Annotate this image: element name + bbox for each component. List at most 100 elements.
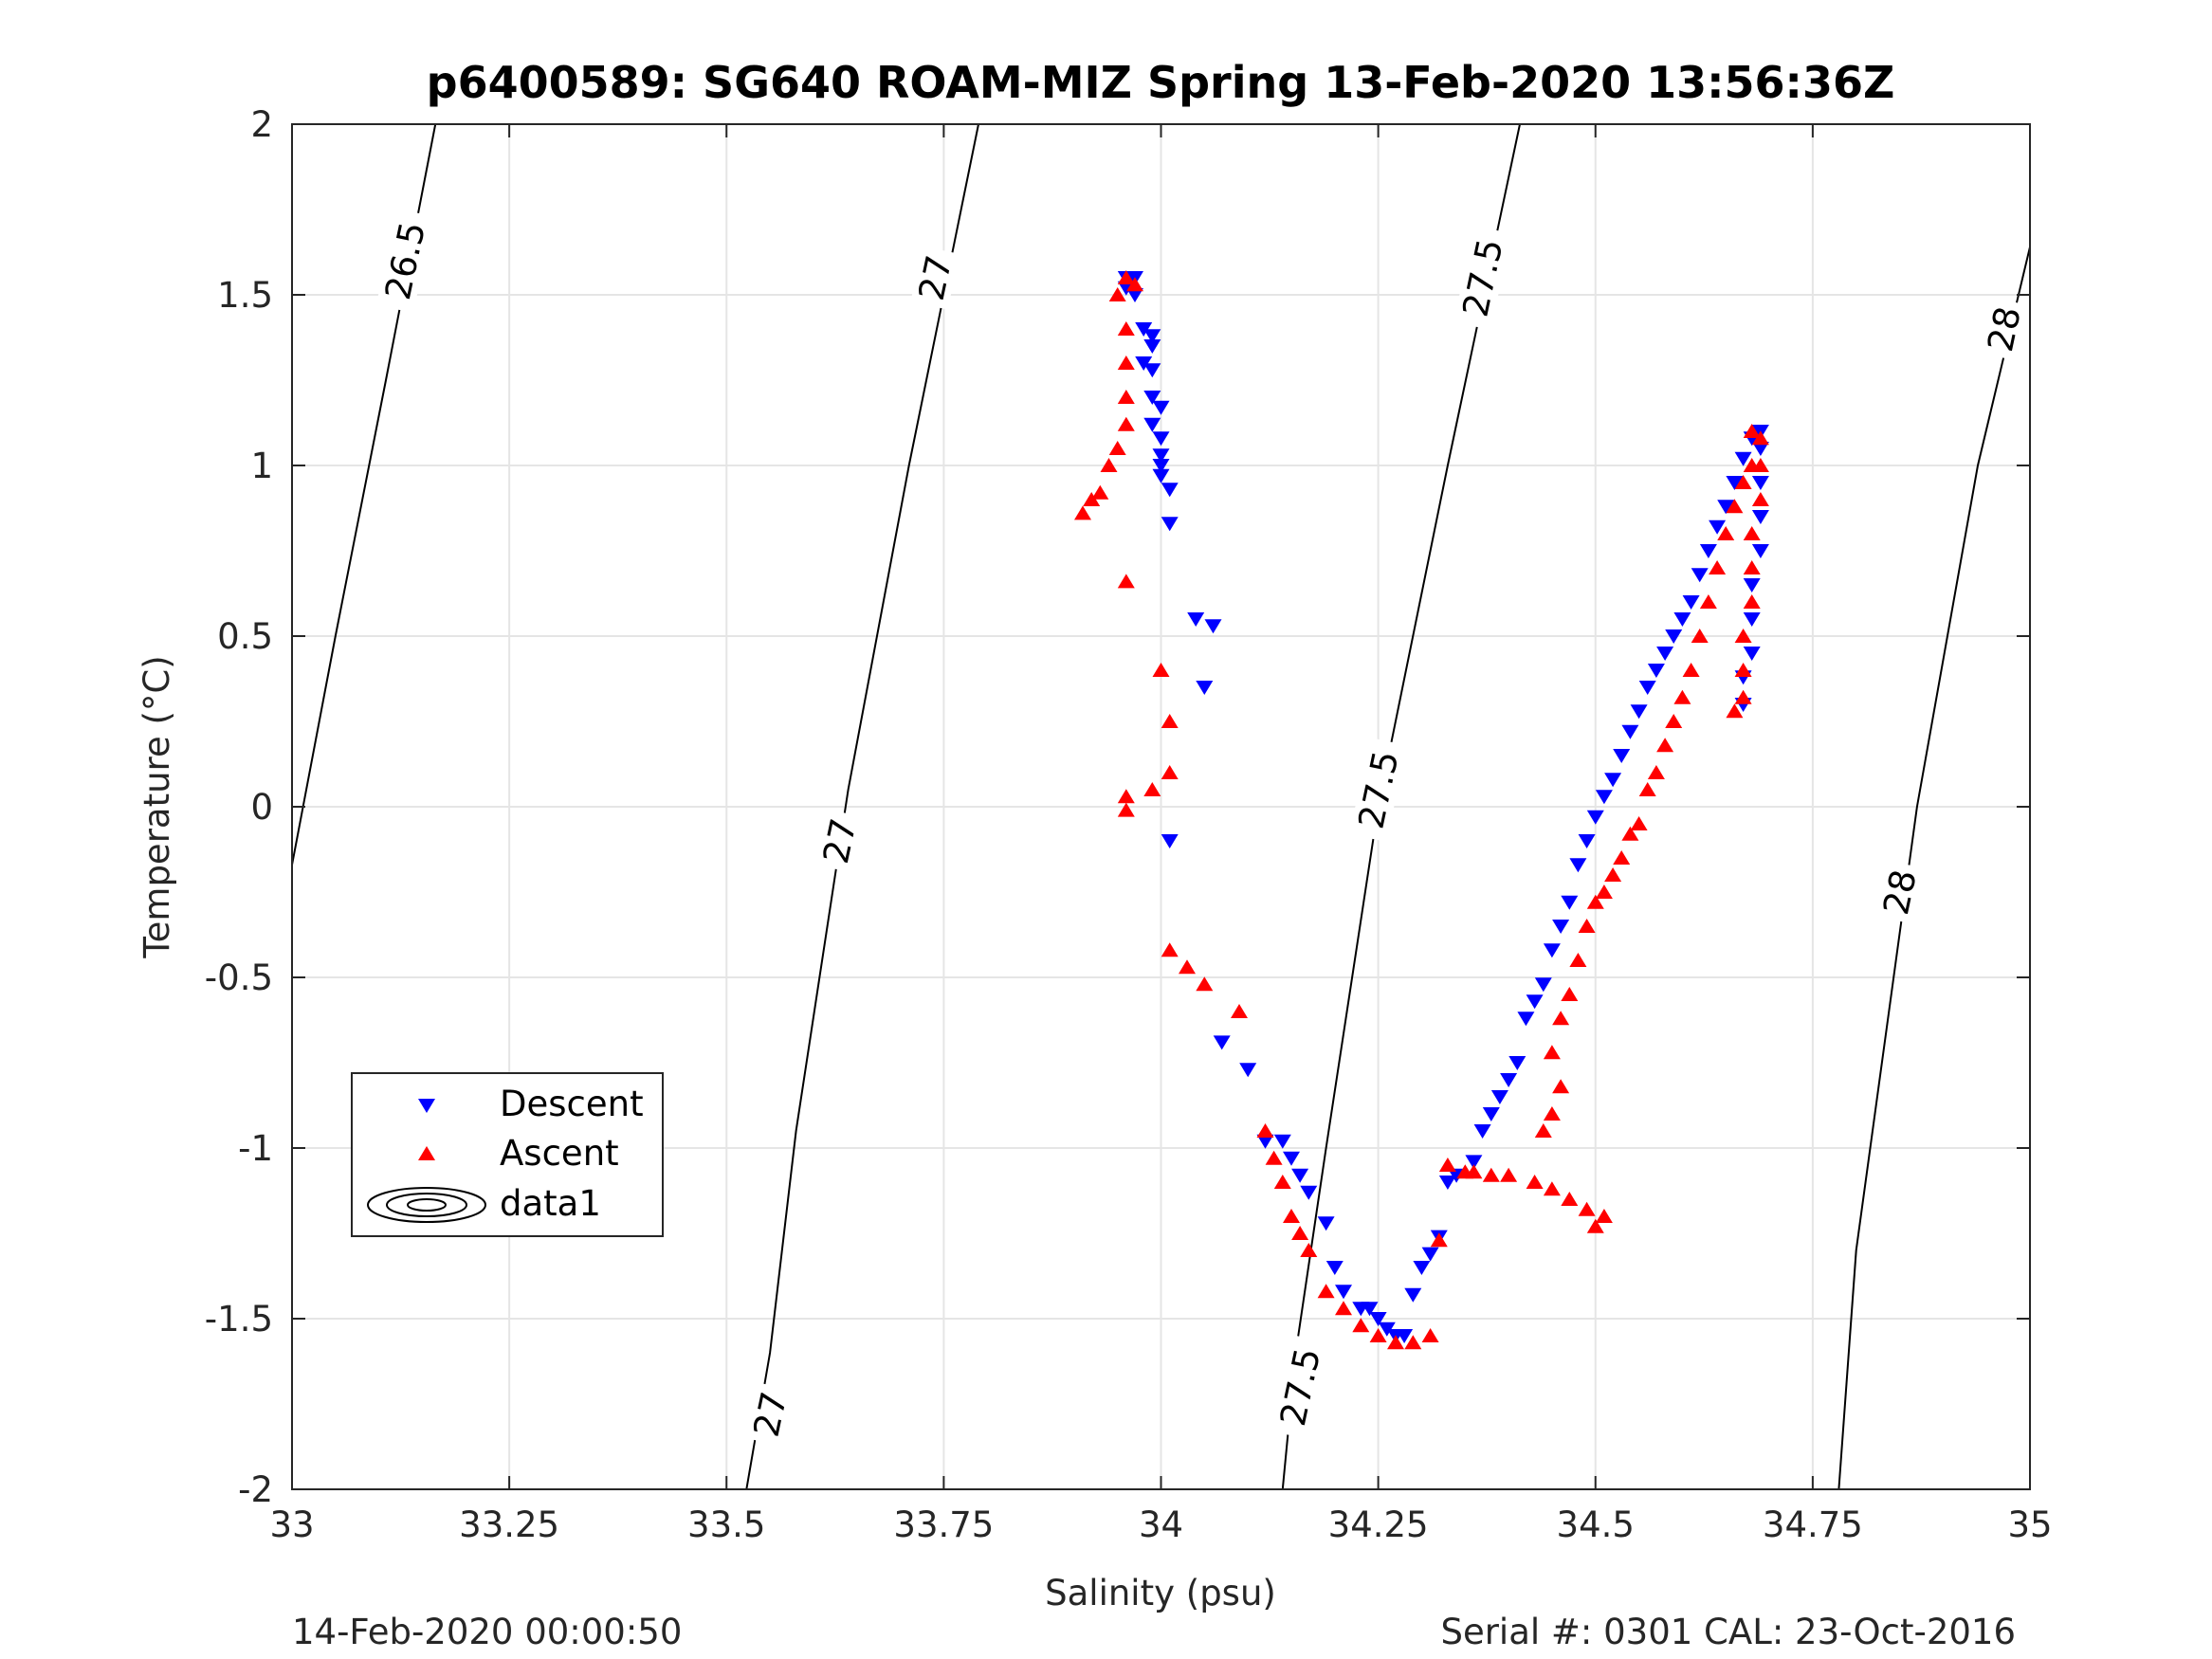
footer-timestamp: 14-Feb-2020 00:00:50 <box>292 1612 683 1652</box>
descent-point <box>1273 1134 1291 1149</box>
descent-point <box>1709 520 1727 535</box>
ascent-point <box>1673 689 1691 704</box>
legend-box <box>351 1072 664 1237</box>
descent-point <box>1152 400 1170 415</box>
legend-contour-icon <box>367 1187 486 1223</box>
descent-point <box>1256 1134 1274 1149</box>
ascent-point <box>1595 1209 1613 1223</box>
ascent-point <box>1552 1079 1570 1094</box>
descent-point <box>1317 1216 1335 1231</box>
ascent-point <box>1561 1192 1579 1206</box>
isopycnal-line <box>745 124 979 1489</box>
legend-ascent-marker <box>418 1146 435 1160</box>
contour-label-group: 28 <box>1874 860 1925 924</box>
descent-point <box>1665 629 1683 644</box>
ascent-point <box>1456 1164 1474 1179</box>
ascent-point <box>1335 1301 1352 1316</box>
x-tick-label: 33.5 <box>687 1504 765 1545</box>
descent-point <box>1378 1322 1396 1337</box>
descent-point <box>1734 451 1752 466</box>
descent-point <box>1421 1247 1439 1262</box>
descent-point <box>1335 1285 1352 1300</box>
descent-point <box>1213 1035 1231 1050</box>
descent-point <box>1534 977 1552 993</box>
x-axis-label: Salinity (psu) <box>1045 1573 1276 1613</box>
ascent-point <box>1726 499 1744 514</box>
ascent-point <box>1291 1226 1309 1240</box>
descent-point <box>1630 704 1648 720</box>
ascent-point <box>1083 492 1101 506</box>
ascent-point <box>1734 689 1752 704</box>
descent-point <box>1143 391 1161 405</box>
ascent-point <box>1317 1284 1335 1299</box>
descent-point <box>1204 619 1222 634</box>
ascent-point <box>1743 424 1761 438</box>
ascent-point <box>1117 574 1135 589</box>
descent-point <box>1586 810 1604 825</box>
ascent-point <box>1699 594 1717 609</box>
x-tick-label: 34.25 <box>1328 1504 1429 1545</box>
ascent-point <box>1604 867 1622 882</box>
ascent-point <box>1108 441 1126 455</box>
x-tick-label: 33 <box>269 1504 314 1545</box>
data-points <box>1074 270 1769 1350</box>
ascent-point <box>1091 484 1109 500</box>
legend-descent-label: Descent <box>500 1084 644 1124</box>
ascent-point <box>1743 526 1761 540</box>
ascent-point <box>1283 1209 1300 1223</box>
descent-point <box>1691 568 1709 583</box>
descent-point <box>1699 544 1717 558</box>
descent-point <box>1187 612 1205 627</box>
ascent-point <box>1438 1158 1456 1172</box>
ascent-point <box>1743 594 1761 609</box>
descent-point <box>1751 544 1769 558</box>
ascent-point <box>1569 953 1587 967</box>
contour-label-bg <box>375 208 434 314</box>
y-tick-label: -1.5 <box>205 1299 273 1340</box>
ascent-point <box>1543 1106 1561 1121</box>
ascent-point <box>1526 1175 1544 1189</box>
descent-point <box>1743 647 1761 661</box>
descent-point <box>1543 943 1561 958</box>
x-tick-label: 34.5 <box>1557 1504 1635 1545</box>
ascent-point <box>1231 1004 1248 1018</box>
ascent-point <box>1152 663 1170 677</box>
contour-label-group: 27 <box>814 809 865 873</box>
descent-point <box>1638 681 1656 695</box>
ascent-point <box>1117 356 1135 370</box>
descent-point <box>1465 1155 1483 1170</box>
contour-label-bg <box>1874 860 1925 924</box>
ascent-point <box>1482 1167 1500 1182</box>
contour-label-bg <box>1271 1334 1329 1440</box>
ascent-point <box>1717 526 1735 540</box>
ascent-point <box>1691 629 1709 643</box>
ascent-point <box>1734 663 1752 677</box>
descent-point <box>1604 773 1622 788</box>
descent-point <box>1473 1124 1491 1139</box>
descent-point <box>1743 578 1761 592</box>
legend-ascent-label: Ascent <box>500 1133 619 1174</box>
x-tick-label: 34 <box>1139 1504 1183 1545</box>
contour-label-bg <box>1453 225 1511 331</box>
chart-title: p6400589: SG640 ROAM-MIZ Spring 13-Feb-2… <box>427 57 1895 108</box>
x-tick-label: 33.25 <box>459 1504 559 1545</box>
ascent-point <box>1665 714 1683 728</box>
y-tick-label: 2 <box>250 104 273 145</box>
contour-label-bg <box>814 809 865 873</box>
x-tick-label: 34.75 <box>1763 1504 1863 1545</box>
ascent-point <box>1743 560 1761 574</box>
y-tick-label: -1 <box>238 1128 273 1169</box>
x-tick-label: 33.75 <box>893 1504 994 1545</box>
ascent-point <box>1273 1175 1291 1189</box>
ascent-point <box>1734 629 1752 643</box>
descent-point <box>1569 858 1587 873</box>
ascent-point <box>1621 826 1639 841</box>
contour-label: 27 <box>815 815 865 867</box>
ascent-point <box>1196 976 1214 992</box>
ascent-point <box>1552 1011 1570 1026</box>
contour-label-bg <box>910 246 960 310</box>
legend-descent-marker <box>418 1099 435 1113</box>
ascent-point <box>1630 816 1648 830</box>
descent-point <box>1621 724 1639 739</box>
